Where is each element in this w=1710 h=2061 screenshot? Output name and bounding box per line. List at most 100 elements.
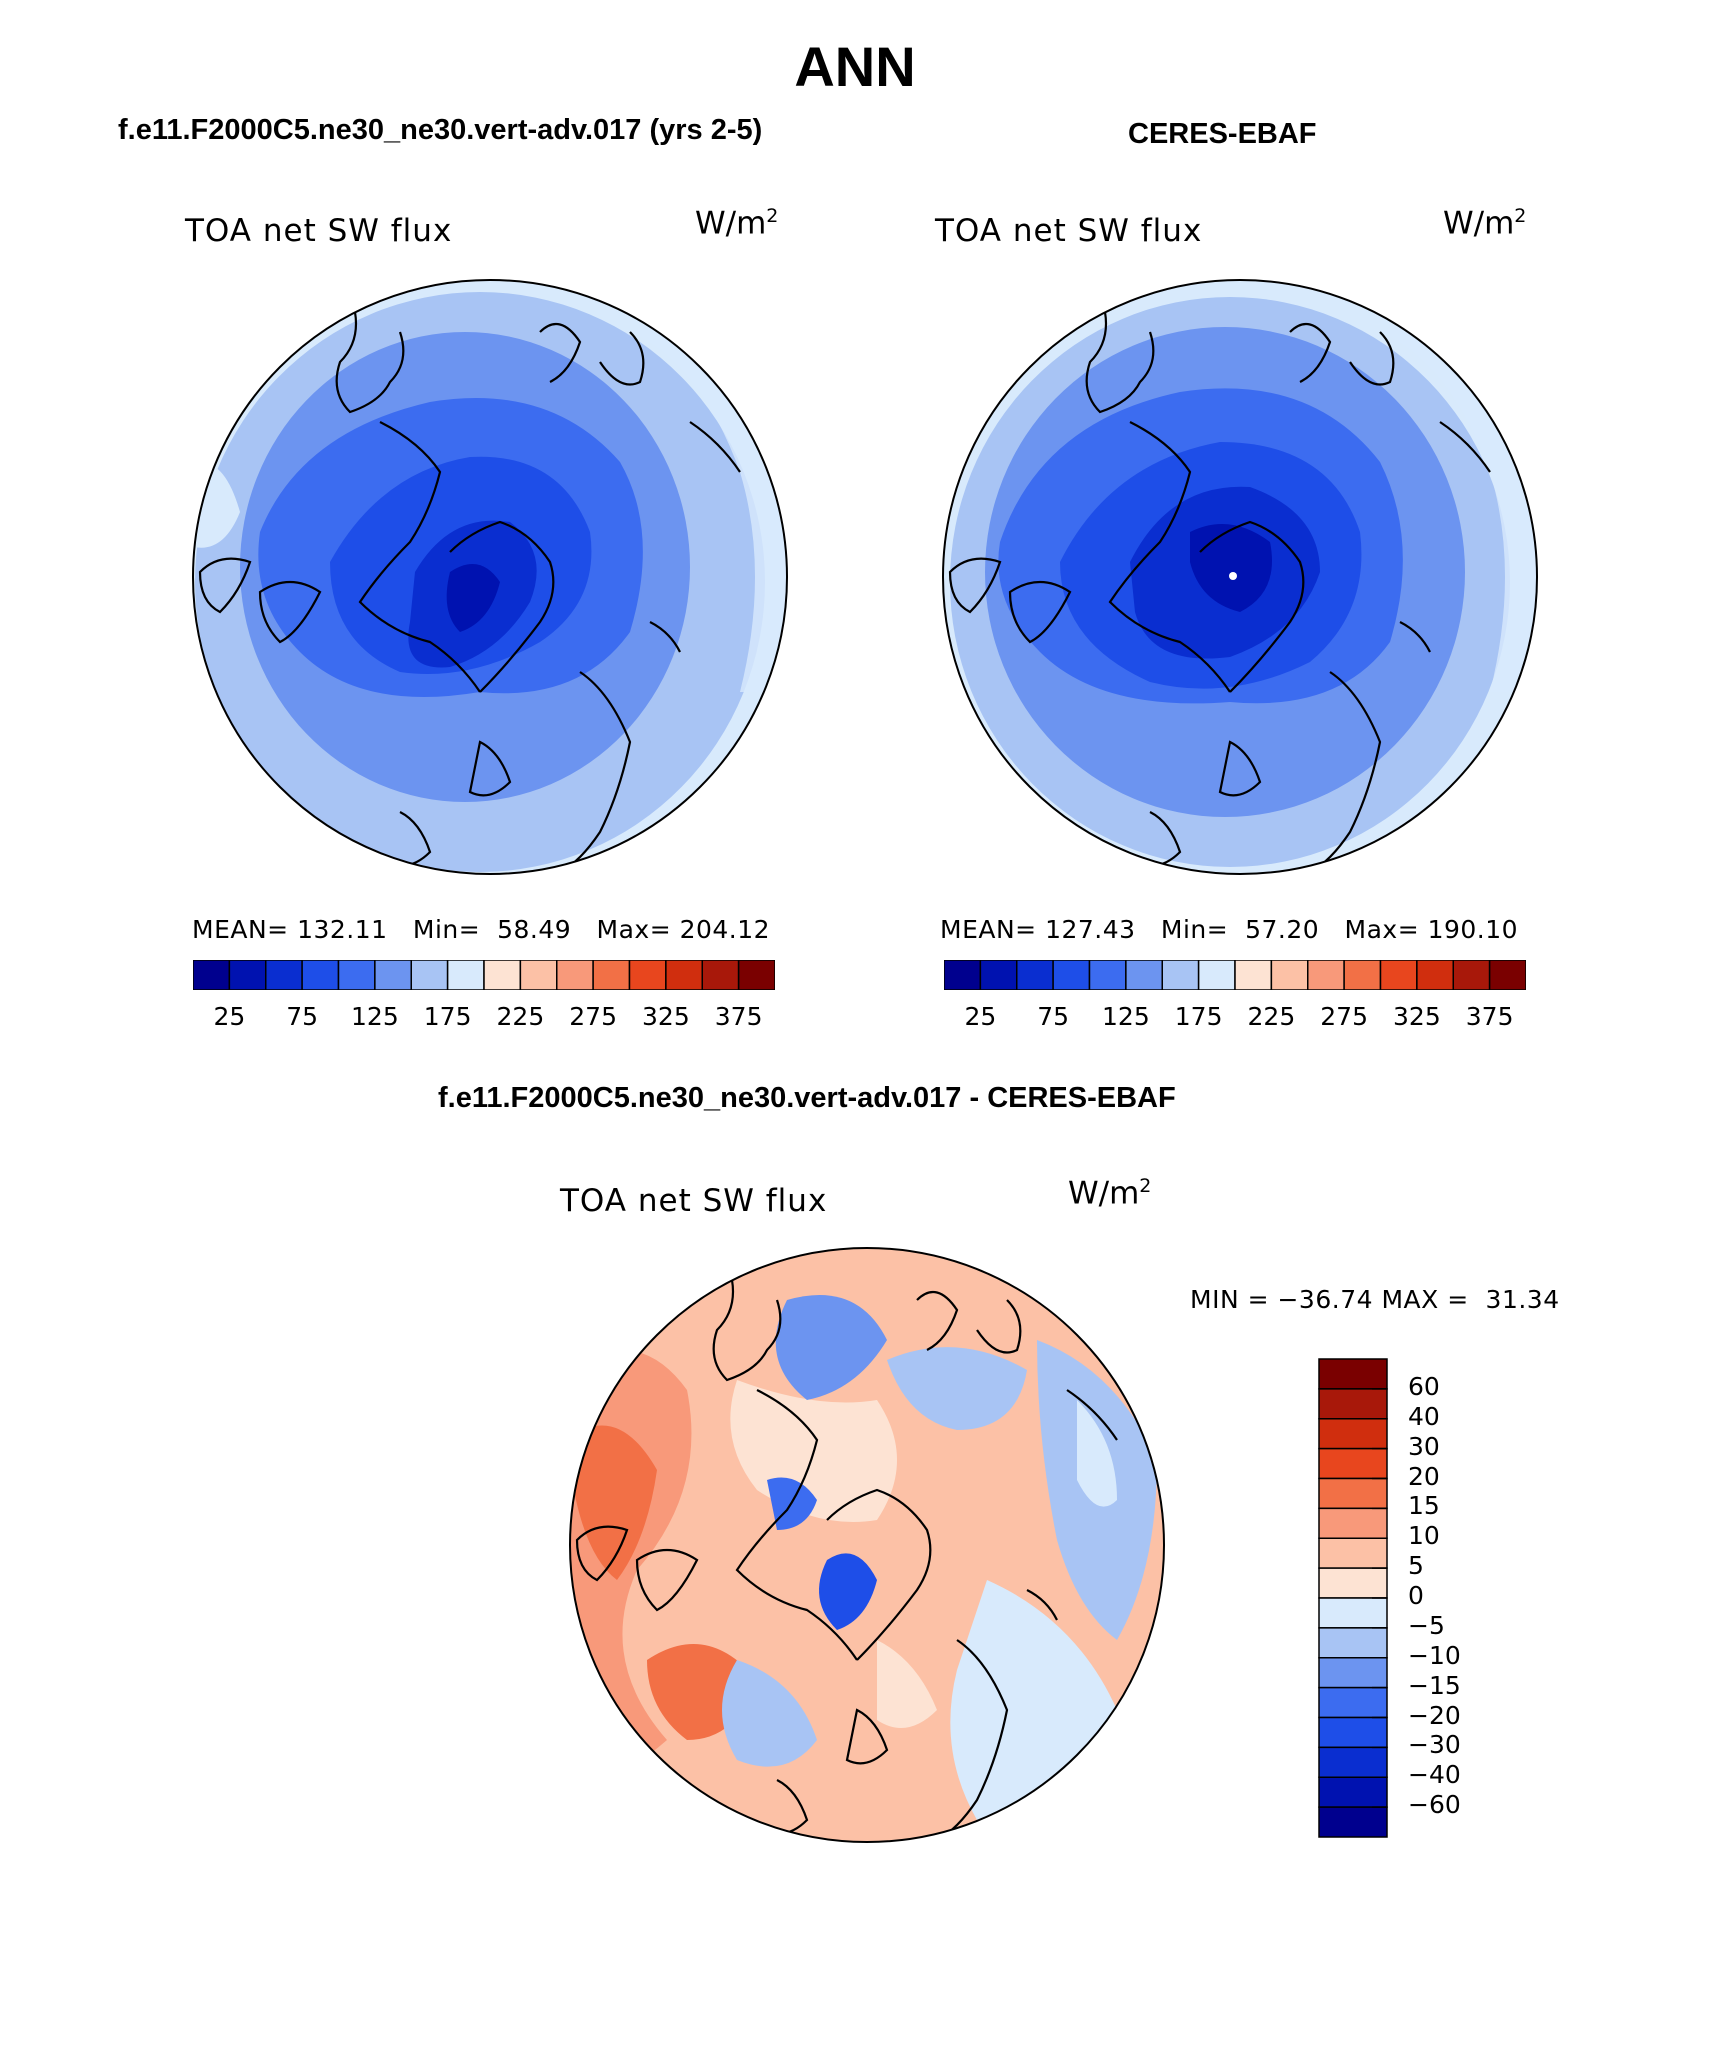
left-colorbar-tick-label: 325 [642, 1002, 690, 1031]
left-colorbar-ticks: 25 75 125 175 225 275 325 375 [193, 1002, 775, 1032]
left-colorbar-swatch [337, 959, 376, 991]
diff-colorbar-tick-label: −20 [1408, 1700, 1461, 1730]
right-colorbar-swatch [1379, 959, 1418, 991]
left-colorbar-swatches [192, 959, 776, 991]
right-colorbar [943, 959, 1527, 991]
left-colorbar-tick-label: 75 [286, 1002, 319, 1031]
left-colorbar-swatch [483, 959, 522, 991]
diff-colorbar-swatch [1318, 1447, 1388, 1480]
left-panel-units: W/m2 [695, 205, 779, 242]
right-colorbar-swatch [1161, 959, 1200, 991]
left-polar-map [192, 279, 788, 875]
right-colorbar-swatch [1052, 959, 1091, 991]
left-colorbar-swatch [301, 959, 340, 991]
diff-colorbar-tick-label: −15 [1408, 1670, 1461, 1700]
right-colorbar-tick-label: 25 [964, 1002, 997, 1031]
left-colorbar-tick-label: 225 [496, 1002, 545, 1031]
left-colorbar-swatch [228, 959, 267, 991]
right-colorbar-swatch [979, 959, 1018, 991]
diff-colorbar-tick-label: 30 [1408, 1431, 1440, 1461]
right-colorbar-swatch [1125, 959, 1163, 991]
left-panel-variable-label: TOA net SW flux [185, 213, 453, 249]
diff-colorbar-swatch [1318, 1627, 1388, 1659]
left-colorbar-swatch [737, 959, 776, 991]
right-colorbar-swatch [1307, 959, 1345, 991]
diff-colorbar-tick-label: 10 [1408, 1521, 1440, 1551]
left-colorbar-swatch [592, 959, 631, 991]
diff-colorbar-tick-label: 5 [1408, 1551, 1424, 1581]
diff-colorbar-tick-label: −60 [1408, 1790, 1461, 1820]
left-colorbar-tick-label: 25 [213, 1002, 246, 1031]
diff-minmax: MIN = −36.74 MAX = 31.34 [1190, 1285, 1560, 1314]
diff-colorbar-swatch [1318, 1537, 1388, 1569]
diff-colorbar-swatch [1318, 1776, 1388, 1808]
left-panel-subtitle: f.e11.F2000C5.ne30_ne30.vert-adv.017 (yr… [118, 114, 763, 146]
diff-colorbar-swatch [1318, 1418, 1388, 1450]
diff-colorbar-tick-label: 0 [1408, 1581, 1424, 1610]
diff-colorbar-tick-label: −40 [1408, 1760, 1461, 1790]
diff-colorbar-swatch [1318, 1716, 1388, 1749]
right-panel-units: W/m2 [1443, 205, 1527, 242]
left-colorbar-tick-label: 375 [714, 1002, 763, 1031]
left-colorbar-tick-label: 125 [351, 1002, 399, 1031]
right-colorbar-tick-label: 375 [1465, 1002, 1514, 1031]
diff-colorbar-ticks: 60 40 30 20 15 10 5 0 −5 −10 −15 −20 −30 −40 −60 [1408, 1358, 1528, 1838]
right-colorbar-tick-label: 175 [1174, 1002, 1223, 1031]
diff-polar-map [569, 1247, 1165, 1843]
right-panel-stats: MEAN= 127.43 Min= 57.20 Max= 190.10 [940, 915, 1519, 944]
diff-colorbar-tick-label: −5 [1408, 1610, 1445, 1640]
right-colorbar-swatch [1197, 959, 1236, 991]
left-colorbar-swatch [519, 959, 558, 991]
diff-colorbar-swatch [1318, 1477, 1388, 1510]
right-colorbar-swatch [1234, 959, 1273, 991]
right-colorbar-swatch [1016, 959, 1054, 991]
right-colorbar-tick-label: 225 [1247, 1002, 1296, 1031]
figure-title: ANN [794, 35, 916, 98]
left-colorbar-swatch [556, 959, 594, 991]
left-colorbar-swatch [665, 959, 703, 991]
diff-colorbar-tick-label: −30 [1408, 1730, 1461, 1760]
left-colorbar-swatch [701, 959, 740, 991]
diff-panel-variable-label: TOA net SW flux [560, 1183, 828, 1219]
diff-colorbar-swatch [1318, 1806, 1388, 1838]
diff-colorbar-swatch [1318, 1507, 1388, 1539]
right-colorbar-tick-label: 125 [1102, 1002, 1150, 1031]
right-panel-variable-label: TOA net SW flux [935, 213, 1203, 249]
left-colorbar-swatch [410, 959, 449, 991]
diff-panel-units: W/m2 [1068, 1175, 1152, 1212]
right-colorbar-swatch [1270, 959, 1309, 991]
diff-colorbar-swatch [1318, 1686, 1388, 1719]
diff-colorbar-tick-label: 20 [1408, 1461, 1440, 1491]
diff-colorbar [1318, 1358, 1388, 1838]
right-colorbar-swatch [1343, 959, 1382, 991]
diff-colorbar-tick-label: 40 [1408, 1401, 1440, 1431]
right-colorbar-tick-label: 75 [1037, 1002, 1070, 1031]
right-colorbar-tick-label: 275 [1320, 1002, 1368, 1031]
left-colorbar-swatch [628, 959, 667, 991]
left-colorbar-swatch [265, 959, 303, 991]
diff-panel-subtitle: f.e11.F2000C5.ne30_ne30.vert-adv.017 - C… [438, 1082, 1176, 1114]
right-colorbar-swatch [1488, 959, 1527, 991]
left-panel-stats: MEAN= 132.11 Min= 58.49 Max= 204.12 [192, 915, 771, 944]
diff-colorbar-swatch [1318, 1597, 1388, 1629]
diff-colorbar-tick-label: 60 [1408, 1371, 1440, 1401]
right-polar-map [942, 279, 1538, 875]
diff-colorbar-tick-label: −10 [1408, 1640, 1461, 1670]
diff-colorbar-swatch [1318, 1746, 1388, 1778]
diff-colorbar-swatch [1318, 1567, 1388, 1599]
diff-colorbar-swatch [1318, 1358, 1388, 1390]
left-colorbar-swatch [374, 959, 412, 991]
right-panel-subtitle: CERES-EBAF [1128, 118, 1317, 150]
right-colorbar-swatches [943, 959, 1527, 991]
left-colorbar-tick-label: 275 [569, 1002, 617, 1031]
right-colorbar-swatch [1416, 959, 1454, 991]
diff-colorbar-tick-label: 15 [1408, 1491, 1440, 1521]
left-colorbar-swatch [192, 959, 231, 991]
right-colorbar-swatch [1452, 959, 1491, 991]
right-colorbar-swatch [1088, 959, 1127, 991]
left-colorbar-tick-label: 175 [423, 1002, 472, 1031]
left-colorbar-swatch [446, 959, 485, 991]
diff-colorbar-swatch [1318, 1657, 1388, 1689]
left-colorbar [192, 959, 776, 991]
right-colorbar-tick-label: 325 [1393, 1002, 1441, 1031]
